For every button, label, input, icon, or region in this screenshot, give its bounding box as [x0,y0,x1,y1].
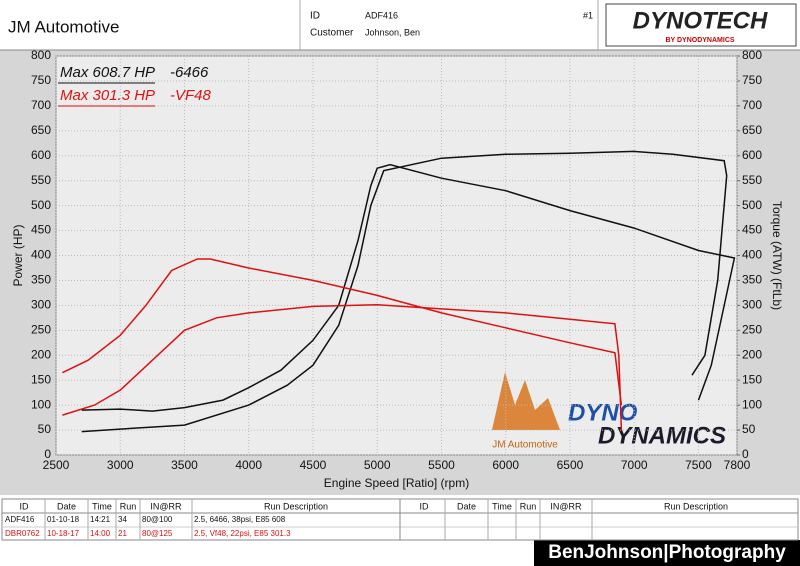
y-tick-label: 150 [31,372,51,386]
y2-tick-label: 250 [742,322,762,336]
legend-name: -VF48 [170,87,212,104]
y-tick-label: 600 [31,148,51,162]
y2-tick-label: 450 [742,223,762,237]
curve [81,150,728,433]
y-tick-label: 450 [31,223,51,237]
table-header: Date [457,501,476,511]
y-tick-label: 500 [31,198,51,212]
y2-tick-label: 500 [742,198,762,212]
y2-tick-label: 350 [742,273,762,287]
table-cell: 14:00 [90,529,111,538]
table-header: Time [492,501,512,511]
y2-tick-label: 50 [742,422,756,436]
table-cell: 21 [118,529,127,538]
y-tick-label: 250 [31,322,51,336]
y-tick-label: 800 [31,48,51,62]
y-tick-label: 700 [31,98,51,112]
x-tick-label: 3500 [171,458,198,472]
y-tick-label: 750 [31,73,51,87]
x-tick-label: 4000 [235,458,262,472]
dd-logo-bottom: DYNAMICS [598,422,726,449]
table-cell: DBR0762 [5,529,40,538]
x-tick-label: 2500 [43,458,70,472]
table-header: Run Description [664,501,728,511]
legend-max: Max 608.7 HP [60,64,155,81]
y-tick-label: 50 [38,422,52,436]
page-number: #1 [583,10,593,20]
shop-logo: JM Automotive [492,440,558,451]
table-header: IN@RR [150,501,182,511]
curve [62,303,623,431]
watermark-band [534,540,800,566]
table-cell: 14:21 [90,515,111,524]
id-label: ID [310,11,320,22]
table-cell: 2.5, 6466, 38psi, E85 608 [194,515,286,524]
y2-tick-label: 700 [742,98,762,112]
table-cell: 80@125 [142,529,173,538]
customer-value: Johnson, Ben [365,27,420,37]
y-tick-label: 200 [31,347,51,361]
brand-logo: DYNOTECH [633,7,768,34]
table-cell: 2.5, Vf48, 22psi, E85 301.3 [194,529,291,538]
table-cell: 34 [118,515,127,524]
table-header: Run Description [264,501,328,511]
y2-axis-label: Torque (ATW) (FtLb) [770,201,784,310]
y2-tick-label: 150 [742,372,762,386]
y-tick-label: 300 [31,298,51,312]
watermark: BenJohnson|Photography [548,542,786,563]
y-axis-label: Power (HP) [11,224,25,286]
table-header: ID [20,501,30,511]
table-header: Run [520,501,537,511]
x-tick-label: 5500 [428,458,455,472]
legend-max: Max 301.3 HP [60,87,155,104]
x-tick-label: 7000 [621,458,648,472]
shop-logo-shape [492,372,560,430]
x-tick-label: 3000 [107,458,134,472]
y-tick-label: 0 [44,447,51,461]
table-cell: 10-18-17 [47,529,80,538]
x-tick-label: 6500 [557,458,584,472]
x-tick-label: 5000 [364,458,391,472]
table-header: Time [92,501,112,511]
y2-tick-label: 200 [742,347,762,361]
table-cell: ADF416 [5,515,35,524]
x-tick-label: 7500 [685,458,712,472]
x-axis-label: Engine Speed [Ratio] (rpm) [324,476,469,490]
table-cell: 80@100 [142,515,173,524]
y2-tick-label: 100 [742,397,762,411]
y2-tick-label: 600 [742,148,762,162]
y2-tick-label: 800 [742,48,762,62]
y-tick-label: 650 [31,123,51,137]
legend-name: -6466 [170,64,209,81]
curve [81,163,736,412]
y-tick-label: 350 [31,273,51,287]
y2-tick-label: 550 [742,173,762,187]
y2-tick-label: 400 [742,248,762,262]
table-cell: 01-10-18 [47,515,80,524]
y2-tick-label: 650 [742,123,762,137]
customer-label: Customer [310,28,354,39]
y-tick-label: 400 [31,248,51,262]
y-tick-label: 550 [31,173,51,187]
table-header: ID [420,501,430,511]
shop-name: JM Automotive [8,17,120,36]
table-header: IN@RR [550,501,582,511]
y2-tick-label: 0 [742,447,749,461]
x-tick-label: 6000 [492,458,519,472]
y2-tick-label: 750 [742,73,762,87]
brand-box [605,3,797,47]
curve [62,258,623,406]
dd-logo-top: DYNO [568,399,638,426]
y2-tick-label: 300 [742,298,762,312]
id-value: ADF416 [365,10,398,20]
table-header: Date [57,501,76,511]
table-header: Run [120,501,137,511]
y-tick-label: 100 [31,397,51,411]
brand-sub: BY DYNODYNAMICS [665,37,734,44]
x-tick-label: 7800 [724,458,751,472]
x-tick-label: 4500 [300,458,327,472]
